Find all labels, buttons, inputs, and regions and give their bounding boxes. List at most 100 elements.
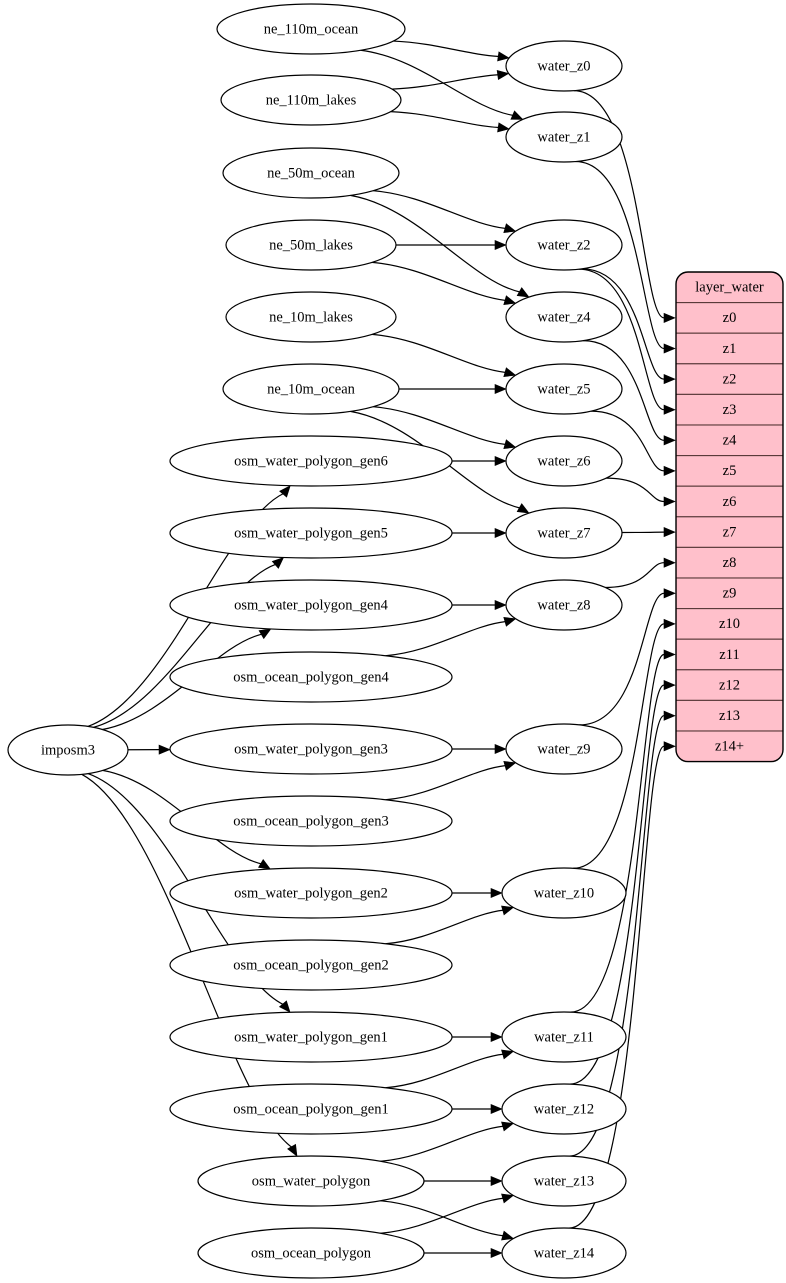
graph-node-osm_water_polygon_gen4[interactable]: osm_water_polygon_gen4 bbox=[169, 579, 453, 631]
graph-node-water_z0[interactable]: water_z0 bbox=[505, 40, 623, 92]
table-cell-label-z1: z1 bbox=[723, 341, 737, 357]
edge-osm_water_polygon-to-water_z12 bbox=[380, 1125, 504, 1162]
graph-node-osm_water_polygon_gen5[interactable]: osm_water_polygon_gen5 bbox=[169, 507, 453, 559]
edge-ne_50m_ocean-to-water_z2 bbox=[373, 190, 507, 230]
table-row-z4[interactable]: z4 bbox=[676, 424, 783, 457]
table-cell-label-z3: z3 bbox=[723, 402, 737, 418]
table-row-z14+[interactable]: z14+ bbox=[676, 730, 783, 762]
node-label-water_z7: water_z7 bbox=[537, 525, 590, 541]
graph-node-water_z11[interactable]: water_z11 bbox=[501, 1011, 627, 1063]
table-row-z6[interactable]: z6 bbox=[676, 485, 783, 518]
graph-node-osm_ocean_polygon_gen3[interactable]: osm_ocean_polygon_gen3 bbox=[169, 795, 453, 847]
edge-arrowhead bbox=[501, 1193, 515, 1204]
graph-node-water_z6[interactable]: water_z6 bbox=[505, 435, 623, 487]
node-label-ne_110m_lakes: ne_110m_lakes bbox=[266, 92, 357, 108]
table-row-z0[interactable]: z0 bbox=[676, 302, 783, 334]
graph-node-water_z7[interactable]: water_z7 bbox=[505, 507, 623, 559]
graph-node-water_z12[interactable]: water_z12 bbox=[501, 1083, 627, 1135]
table-row-z13[interactable]: z13 bbox=[676, 699, 783, 732]
graph-node-water_z2[interactable]: water_z2 bbox=[505, 219, 623, 271]
table-cell-bg bbox=[676, 393, 783, 426]
graph-node-water_z4[interactable]: water_z4 bbox=[505, 291, 623, 343]
graph-node-water_z10[interactable]: water_z10 bbox=[501, 867, 627, 919]
edge-water_z9-to-layer_water-z9 bbox=[579, 592, 665, 726]
table-row-z2[interactable]: z2 bbox=[676, 363, 783, 395]
table-row-z3[interactable]: z3 bbox=[676, 393, 783, 426]
table-cell-label-z0: z0 bbox=[723, 310, 737, 326]
graph-node-osm_ocean_polygon_gen1[interactable]: osm_ocean_polygon_gen1 bbox=[169, 1083, 453, 1135]
edge-arrowhead bbox=[494, 599, 507, 611]
graph-node-ne_110m_ocean[interactable]: ne_110m_ocean bbox=[216, 3, 406, 55]
node-label-osm_ocean_polygon_gen3: osm_ocean_polygon_gen3 bbox=[233, 813, 388, 829]
node-label-water_z10: water_z10 bbox=[534, 885, 594, 901]
table-header-row[interactable]: layer_water bbox=[676, 272, 783, 304]
table-row-z11[interactable]: z11 bbox=[676, 638, 783, 671]
edge-arrowhead bbox=[497, 122, 510, 133]
node-label-osm_water_polygon_gen6: osm_water_polygon_gen6 bbox=[234, 453, 388, 469]
edge-arrowhead bbox=[158, 744, 171, 755]
node-shape-ne_110m_lakes bbox=[220, 74, 402, 126]
table-row-z5[interactable]: z5 bbox=[676, 455, 783, 487]
edge-arrowhead bbox=[510, 110, 524, 120]
node-label-imposm3: imposm3 bbox=[41, 742, 95, 758]
edge-arrowhead bbox=[490, 1103, 503, 1115]
node-shape-osm_ocean_polygon_gen3 bbox=[169, 795, 453, 847]
edge-arrowhead bbox=[490, 887, 503, 899]
node-label-ne_50m_lakes: ne_50m_lakes bbox=[269, 237, 353, 253]
graph-node-osm_ocean_polygon_gen2[interactable]: osm_ocean_polygon_gen2 bbox=[169, 939, 453, 991]
table-cell-label-z9: z9 bbox=[723, 586, 737, 602]
node-shape-osm_ocean_polygon_gen4 bbox=[169, 651, 453, 703]
edge-arrowhead bbox=[501, 1049, 515, 1060]
edge-water_z12-to-layer_water-z12 bbox=[569, 684, 665, 1085]
graph-node-ne_50m_lakes[interactable]: ne_50m_lakes bbox=[225, 219, 397, 271]
graph-node-ne_10m_lakes[interactable]: ne_10m_lakes bbox=[225, 291, 397, 343]
graph-node-water_z9[interactable]: water_z9 bbox=[505, 723, 623, 775]
edge-osm_ocean_polygon_gen2-to-water_z10 bbox=[385, 909, 504, 945]
table-row-z10[interactable]: z10 bbox=[676, 608, 783, 640]
table-row-z9[interactable]: z9 bbox=[676, 577, 783, 610]
node-shape-water_z11 bbox=[501, 1011, 627, 1063]
edge-arrowhead bbox=[663, 649, 676, 660]
graph-node-water_z13[interactable]: water_z13 bbox=[501, 1155, 627, 1207]
edge-arrowhead bbox=[663, 343, 676, 354]
edge-arrowhead bbox=[494, 743, 507, 755]
table-cell-label-layer_water: layer_water bbox=[695, 280, 764, 296]
graph-node-ne_10m_ocean[interactable]: ne_10m_ocean bbox=[222, 363, 400, 415]
graph-node-water_z8[interactable]: water_z8 bbox=[505, 579, 623, 631]
graph-node-ne_110m_lakes[interactable]: ne_110m_lakes bbox=[220, 74, 402, 126]
graph-node-osm_water_polygon_gen1[interactable]: osm_water_polygon_gen1 bbox=[169, 1011, 453, 1063]
node-shape-water_z8 bbox=[505, 579, 623, 631]
edge-arrowhead bbox=[663, 680, 676, 691]
edge-osm_ocean_polygon_gen3-to-water_z9 bbox=[385, 764, 507, 801]
node-shape-osm_water_polygon_gen3 bbox=[169, 723, 453, 775]
table-cell-bg bbox=[676, 455, 783, 487]
graph-node-water_z5[interactable]: water_z5 bbox=[505, 363, 623, 415]
graph-node-ne_50m_ocean[interactable]: ne_50m_ocean bbox=[222, 147, 400, 199]
table-row-z7[interactable]: z7 bbox=[676, 516, 783, 548]
graph-node-imposm3[interactable]: imposm3 bbox=[7, 724, 129, 776]
table-row-z12[interactable]: z12 bbox=[676, 669, 783, 701]
graph-node-osm_water_polygon_gen3[interactable]: osm_water_polygon_gen3 bbox=[169, 723, 453, 775]
graph-node-osm_water_polygon_gen2[interactable]: osm_water_polygon_gen2 bbox=[169, 867, 453, 919]
graph-node-osm_ocean_polygon_gen4[interactable]: osm_ocean_polygon_gen4 bbox=[169, 651, 453, 703]
node-label-osm_ocean_polygon_gen4: osm_ocean_polygon_gen4 bbox=[233, 669, 389, 685]
table-row-z1[interactable]: z1 bbox=[676, 332, 783, 365]
edge-arrowhead bbox=[258, 858, 271, 870]
graph-node-osm_water_polygon[interactable]: osm_water_polygon bbox=[197, 1155, 425, 1207]
table-cell-bg bbox=[676, 516, 783, 548]
edge-arrowhead bbox=[503, 367, 517, 377]
node-shape-water_z2 bbox=[505, 219, 623, 271]
edge-arrowhead bbox=[503, 295, 517, 305]
graph-node-osm_water_polygon_gen6[interactable]: osm_water_polygon_gen6 bbox=[169, 435, 453, 487]
table-row-z8[interactable]: z8 bbox=[676, 546, 783, 579]
node-shape-osm_water_polygon_gen4 bbox=[169, 579, 453, 631]
graph-node-osm_ocean_polygon[interactable]: osm_ocean_polygon bbox=[197, 1227, 425, 1279]
edge-water_z10-to-layer_water-z10 bbox=[573, 623, 665, 869]
graph-node-water_z14[interactable]: water_z14 bbox=[501, 1227, 627, 1279]
edge-water_z0-to-layer_water-z0 bbox=[573, 90, 665, 319]
table-cell-bg bbox=[676, 638, 783, 671]
node-shape-osm_ocean_polygon_gen1 bbox=[169, 1083, 453, 1135]
edge-arrowhead bbox=[516, 287, 530, 298]
graph-node-water_z1[interactable]: water_z1 bbox=[505, 111, 623, 163]
edge-arrowhead bbox=[663, 741, 676, 752]
